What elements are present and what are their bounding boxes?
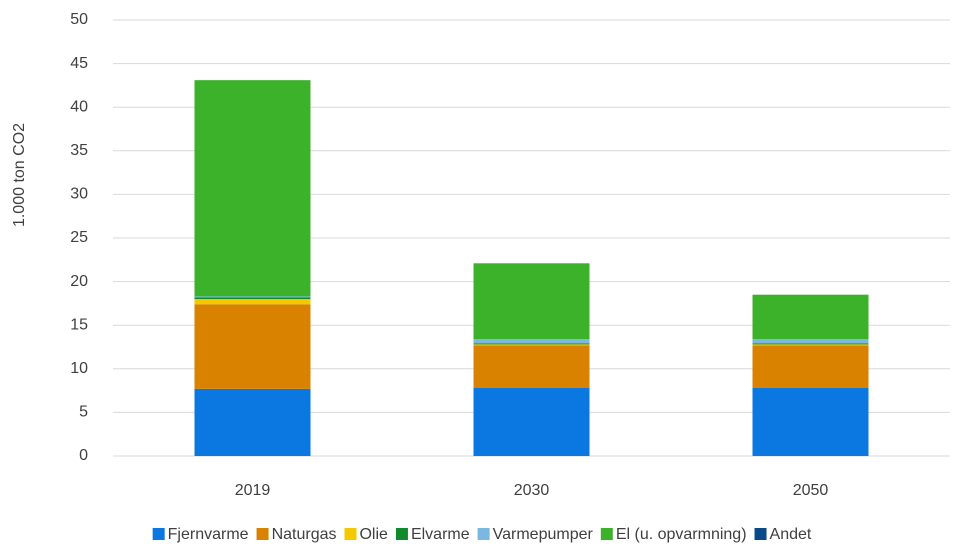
y-tick-label: 40 xyxy=(70,98,88,115)
y-tick-label: 10 xyxy=(70,360,88,377)
bar-segment xyxy=(752,343,869,345)
y-tick-label: 25 xyxy=(70,229,88,246)
legend-swatch xyxy=(256,528,269,540)
x-tick-label: 2019 xyxy=(235,482,271,499)
legend-label: Fjernvarme xyxy=(168,526,249,543)
legend-swatch xyxy=(344,528,357,540)
y-tick-label: 20 xyxy=(70,273,88,290)
y-tick-label: 0 xyxy=(79,447,88,464)
bar-segment xyxy=(473,344,590,346)
bar-segment xyxy=(473,339,590,344)
legend-swatch xyxy=(152,528,165,540)
bar-segment xyxy=(194,304,311,389)
legend-swatch xyxy=(477,528,490,540)
bar-segment xyxy=(473,387,590,456)
y-tick-label: 35 xyxy=(70,142,88,159)
legend-label: Olie xyxy=(359,526,388,543)
legend-label: Naturgas xyxy=(272,526,337,543)
legend-label: El (u. opvarmning) xyxy=(616,526,747,543)
bar-segment xyxy=(752,387,869,456)
legend-label: Andet xyxy=(770,526,812,543)
legend-swatch xyxy=(600,528,613,540)
legend-label: Varmepumper xyxy=(493,526,594,543)
bar-segment xyxy=(473,343,590,345)
bar-segment xyxy=(473,263,590,340)
y-axis-label: 1.000 ton CO2 xyxy=(11,123,28,227)
x-tick-label: 2030 xyxy=(514,482,550,499)
bar-segment xyxy=(194,80,311,297)
bar-segment xyxy=(473,345,590,388)
bar-segment xyxy=(194,299,311,305)
bar-segment xyxy=(752,344,869,346)
bar-segment xyxy=(752,345,869,388)
bar-segment xyxy=(752,339,869,344)
y-tick-label: 30 xyxy=(70,186,88,203)
x-tick-label: 2050 xyxy=(793,482,829,499)
y-tick-label: 15 xyxy=(70,316,88,333)
legend-label: Elvarme xyxy=(411,526,470,543)
y-tick-label: 5 xyxy=(79,404,88,421)
bar-segment xyxy=(752,294,869,340)
bar-segment xyxy=(194,388,311,456)
bar-segment xyxy=(194,297,311,300)
y-tick-label: 50 xyxy=(70,11,88,28)
legend-swatch xyxy=(395,528,408,540)
bar-segment xyxy=(194,296,311,298)
legend-swatch xyxy=(754,528,767,540)
y-tick-label: 45 xyxy=(70,55,88,72)
